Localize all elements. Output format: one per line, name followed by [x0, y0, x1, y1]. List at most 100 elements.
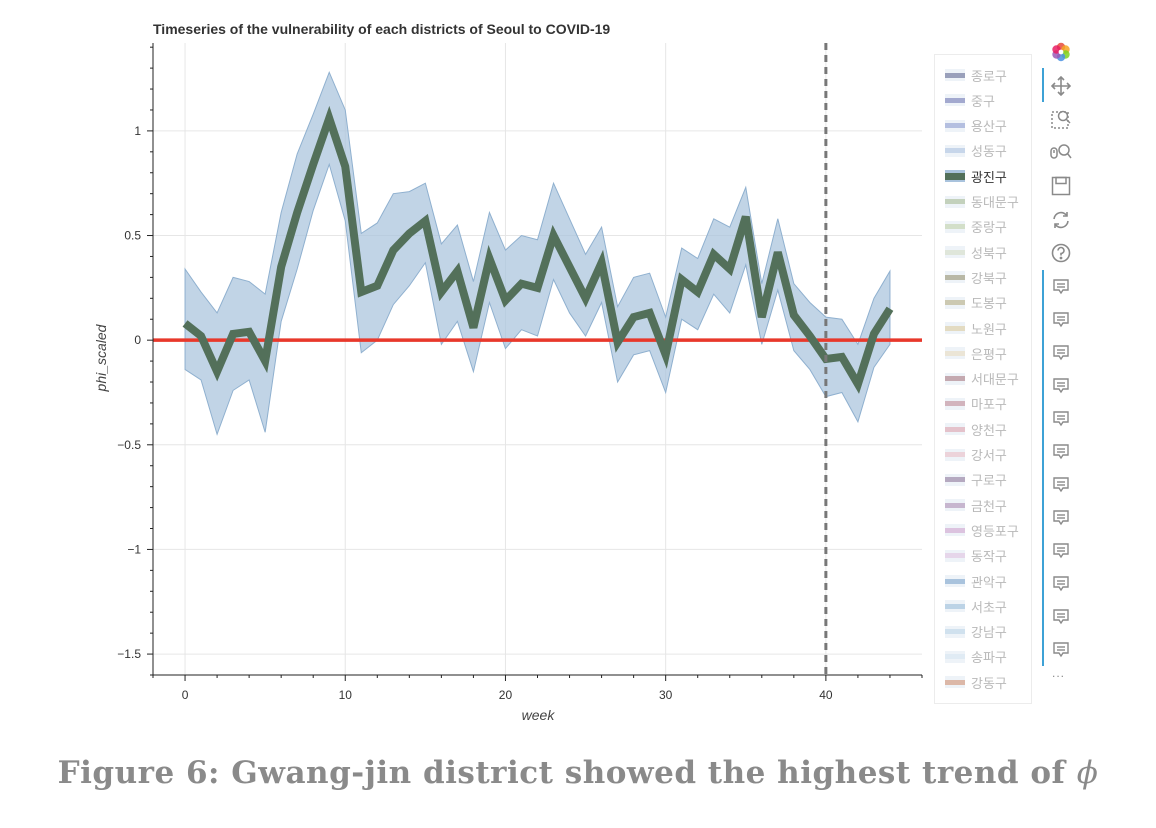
- wheel-zoom-icon[interactable]: [1050, 141, 1072, 163]
- save-icon[interactable]: [1050, 175, 1072, 197]
- confidence-band: [184, 70, 891, 436]
- legend-label: 마포구: [971, 397, 1007, 413]
- hover-tool-icon[interactable]: [1050, 540, 1072, 562]
- hover-tool-icon[interactable]: [1050, 573, 1072, 595]
- legend-item[interactable]: 동대문구: [945, 192, 1031, 212]
- hover-tool-icon[interactable]: [1050, 375, 1072, 397]
- legend-item[interactable]: 종로구: [945, 65, 1031, 85]
- legend-swatch: [945, 144, 965, 157]
- axes: −1.5−1−0.500.510 10 20 30 40: [117, 43, 923, 702]
- legend-item[interactable]: 도봉구: [945, 293, 1031, 313]
- legend-item[interactable]: 노원구: [945, 318, 1031, 338]
- hover-tool-icon[interactable]: [1050, 276, 1072, 298]
- legend-item[interactable]: 영등포구: [945, 520, 1031, 540]
- legend-label: 강동구: [971, 675, 1007, 691]
- legend-swatch: [945, 271, 965, 284]
- hover-tool-icon[interactable]: [1050, 639, 1072, 661]
- legend-item[interactable]: 금천구: [945, 495, 1031, 515]
- legend-item[interactable]: 강동구: [945, 672, 1031, 692]
- bokeh-logo-icon[interactable]: [1050, 41, 1072, 63]
- x-tick-label: 10: [339, 688, 353, 702]
- legend-swatch: [945, 473, 965, 486]
- legend-swatch: [945, 499, 965, 512]
- x-tick-label: 40: [819, 688, 833, 702]
- hover-tool-icon[interactable]: [1050, 342, 1072, 364]
- hover-tool-icon[interactable]: [1050, 441, 1072, 463]
- legend-label: 도봉구: [971, 296, 1007, 312]
- legend-item[interactable]: 강북구: [945, 267, 1031, 287]
- confidence-band-layer: [184, 70, 891, 436]
- legend-item[interactable]: 중구: [945, 90, 1031, 110]
- legend-label: 중랑구: [971, 220, 1007, 236]
- hover-tool-icon[interactable]: [1050, 507, 1072, 529]
- legend-item[interactable]: 마포구: [945, 394, 1031, 414]
- legend-item[interactable]: 성동구: [945, 141, 1031, 161]
- figure-caption: Figure 6: Gwang-jin district showed the …: [0, 755, 1156, 791]
- legend-label: 강서구: [971, 448, 1007, 463]
- y-tick-label: 0: [134, 333, 141, 347]
- series-line-layer: [182, 105, 894, 394]
- legend-item[interactable]: 성북구: [945, 242, 1031, 262]
- legend-item[interactable]: 관악구: [945, 571, 1031, 591]
- legend-label: 용산구: [971, 119, 1007, 135]
- box-zoom-icon[interactable]: [1050, 108, 1072, 130]
- hover-tool-icon[interactable]: [1050, 408, 1072, 430]
- legend-swatch: [945, 549, 965, 562]
- legend-swatch: [945, 170, 965, 183]
- series-line-gwangjin: [182, 105, 894, 394]
- toolbar: ...: [1042, 38, 1078, 688]
- pan-icon[interactable]: [1050, 75, 1072, 97]
- legend-label: 성북구: [971, 245, 1007, 261]
- legend-label: 동대문구: [971, 195, 1019, 210]
- legend-swatch: [945, 119, 965, 132]
- reset-icon[interactable]: [1050, 209, 1072, 231]
- legend-item[interactable]: 광진구: [945, 166, 1031, 186]
- legend-item[interactable]: 중랑구: [945, 217, 1031, 237]
- hover-tool-icon[interactable]: [1050, 474, 1072, 496]
- legend-swatch: [945, 676, 965, 689]
- legend-item[interactable]: 구로구: [945, 470, 1031, 490]
- x-tick-label: 20: [499, 688, 513, 702]
- legend-item[interactable]: 강남구: [945, 622, 1031, 642]
- x-tick-label: 30: [659, 688, 673, 702]
- legend-label: 은평구: [971, 346, 1007, 362]
- hover-tool-icon[interactable]: [1050, 309, 1072, 331]
- hover-tool-icon[interactable]: [1050, 606, 1072, 628]
- y-tick-label: 0.5: [124, 229, 141, 243]
- x-tick-label: 0: [182, 688, 189, 702]
- legend-item[interactable]: 양천구: [945, 419, 1031, 439]
- legend-swatch: [945, 600, 965, 613]
- legend-swatch: [945, 397, 965, 410]
- toolbar-more-indicator[interactable]: ...: [1052, 666, 1066, 680]
- y-tick-label: 1: [134, 124, 141, 138]
- legend-label: 영등포구: [971, 523, 1019, 539]
- legend-label: 강북구: [971, 270, 1007, 286]
- legend-label: 금천구: [971, 498, 1007, 514]
- y-tick-label: −1: [127, 542, 141, 556]
- chart: Timeseries of the vulnerability of each …: [93, 21, 923, 723]
- legend-swatch: [945, 69, 965, 81]
- legend-swatch: [945, 625, 965, 638]
- legend-label: 광진구: [971, 169, 1007, 185]
- legend-item[interactable]: 은평구: [945, 343, 1031, 363]
- legend-label: 구로구: [971, 473, 1007, 489]
- legend-item[interactable]: 송파구: [945, 647, 1031, 667]
- y-tick-label: −1.5: [117, 647, 141, 661]
- legend-swatch: [945, 296, 965, 309]
- help-icon[interactable]: [1050, 242, 1072, 264]
- legend-label: 서대문구: [971, 372, 1019, 388]
- toolbar-active-indicator: [1042, 68, 1044, 102]
- legend-label: 양천구: [971, 422, 1007, 438]
- legend-item[interactable]: 용산구: [945, 116, 1031, 136]
- legend-item[interactable]: 강서구: [945, 445, 1031, 465]
- legend-item[interactable]: 동작구: [945, 546, 1031, 566]
- legend-item[interactable]: 서초구: [945, 596, 1031, 616]
- toolbar-hover-group-indicator: [1042, 270, 1044, 666]
- figure-caption-text: Figure 6: Gwang-jin district showed the …: [57, 755, 1066, 791]
- legend-label: 동작구: [971, 549, 1007, 565]
- legend-label: 노원구: [971, 321, 1007, 337]
- legend-swatch: [945, 94, 965, 107]
- x-axis-label: week: [522, 707, 556, 723]
- legend-swatch: [945, 423, 965, 436]
- legend-item[interactable]: 서대문구: [945, 369, 1031, 389]
